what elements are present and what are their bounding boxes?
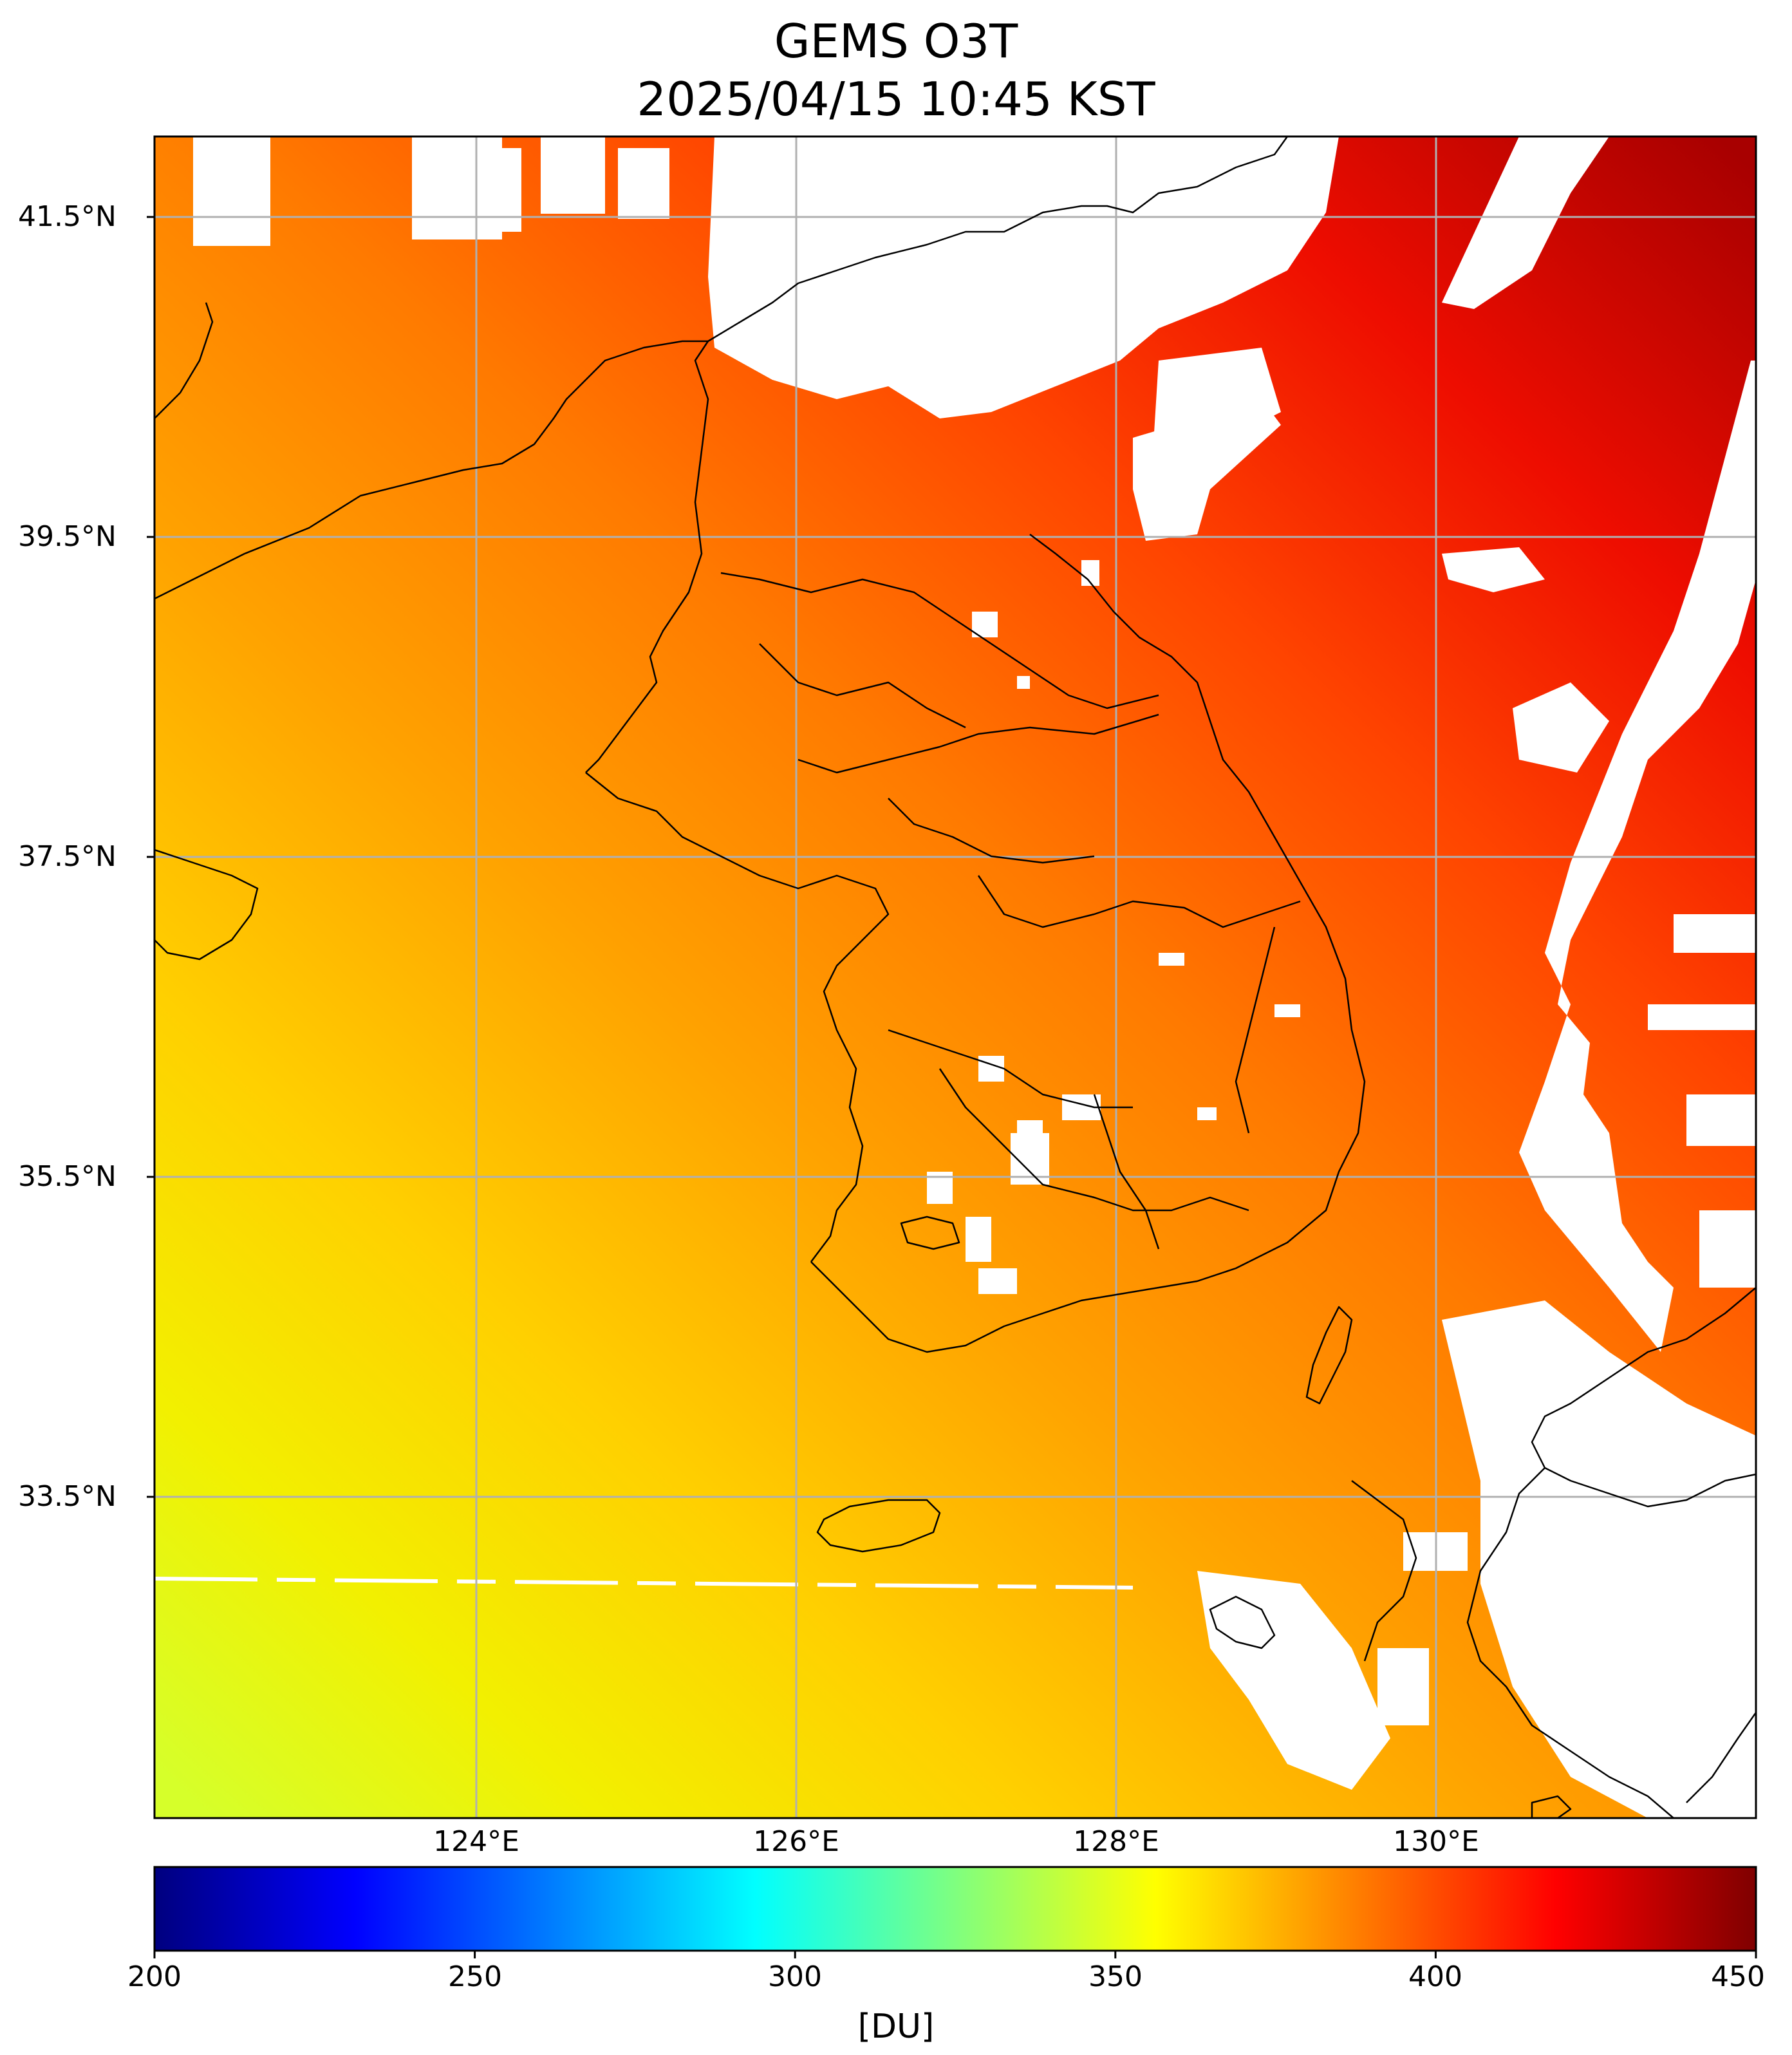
axis-ticks <box>147 216 154 1498</box>
map-title: GEMS O3T <box>774 14 1018 68</box>
lat-label-37-5: 37.5°N <box>18 840 117 873</box>
map-frame <box>153 135 1757 1819</box>
lon-label-126: 126°E <box>753 1825 839 1858</box>
map-timestamp: 2025/04/15 10:45 KST <box>637 72 1155 126</box>
colorbar-unit: [DU] <box>857 2007 935 2046</box>
colorbar-label-450: 450 <box>1711 1960 1765 1993</box>
colorbar-label-300: 300 <box>768 1960 822 1993</box>
colorbar-label-250: 250 <box>448 1960 502 1993</box>
lat-label-35-5: 35.5°N <box>18 1160 117 1193</box>
colorbar-ticks <box>153 1951 1757 1958</box>
missing-data-areas <box>193 136 1756 1818</box>
lon-label-130: 130°E <box>1393 1825 1479 1858</box>
colorbar-label-200: 200 <box>127 1960 182 1993</box>
colorbar-label-400: 400 <box>1408 1960 1462 1993</box>
lon-label-124: 124°E <box>433 1825 519 1858</box>
coastlines <box>154 136 1756 1818</box>
lat-label-39-5: 39.5°N <box>18 520 117 553</box>
lat-label-41-5: 41.5°N <box>18 200 117 233</box>
colorbar-label-350: 350 <box>1088 1960 1143 1993</box>
lon-label-128: 128°E <box>1073 1825 1159 1858</box>
scan-gap-line <box>154 1577 1134 1590</box>
lat-label-33-5: 33.5°N <box>18 1480 117 1513</box>
gridlines <box>154 136 1756 1818</box>
colorbar <box>153 1866 1757 1952</box>
